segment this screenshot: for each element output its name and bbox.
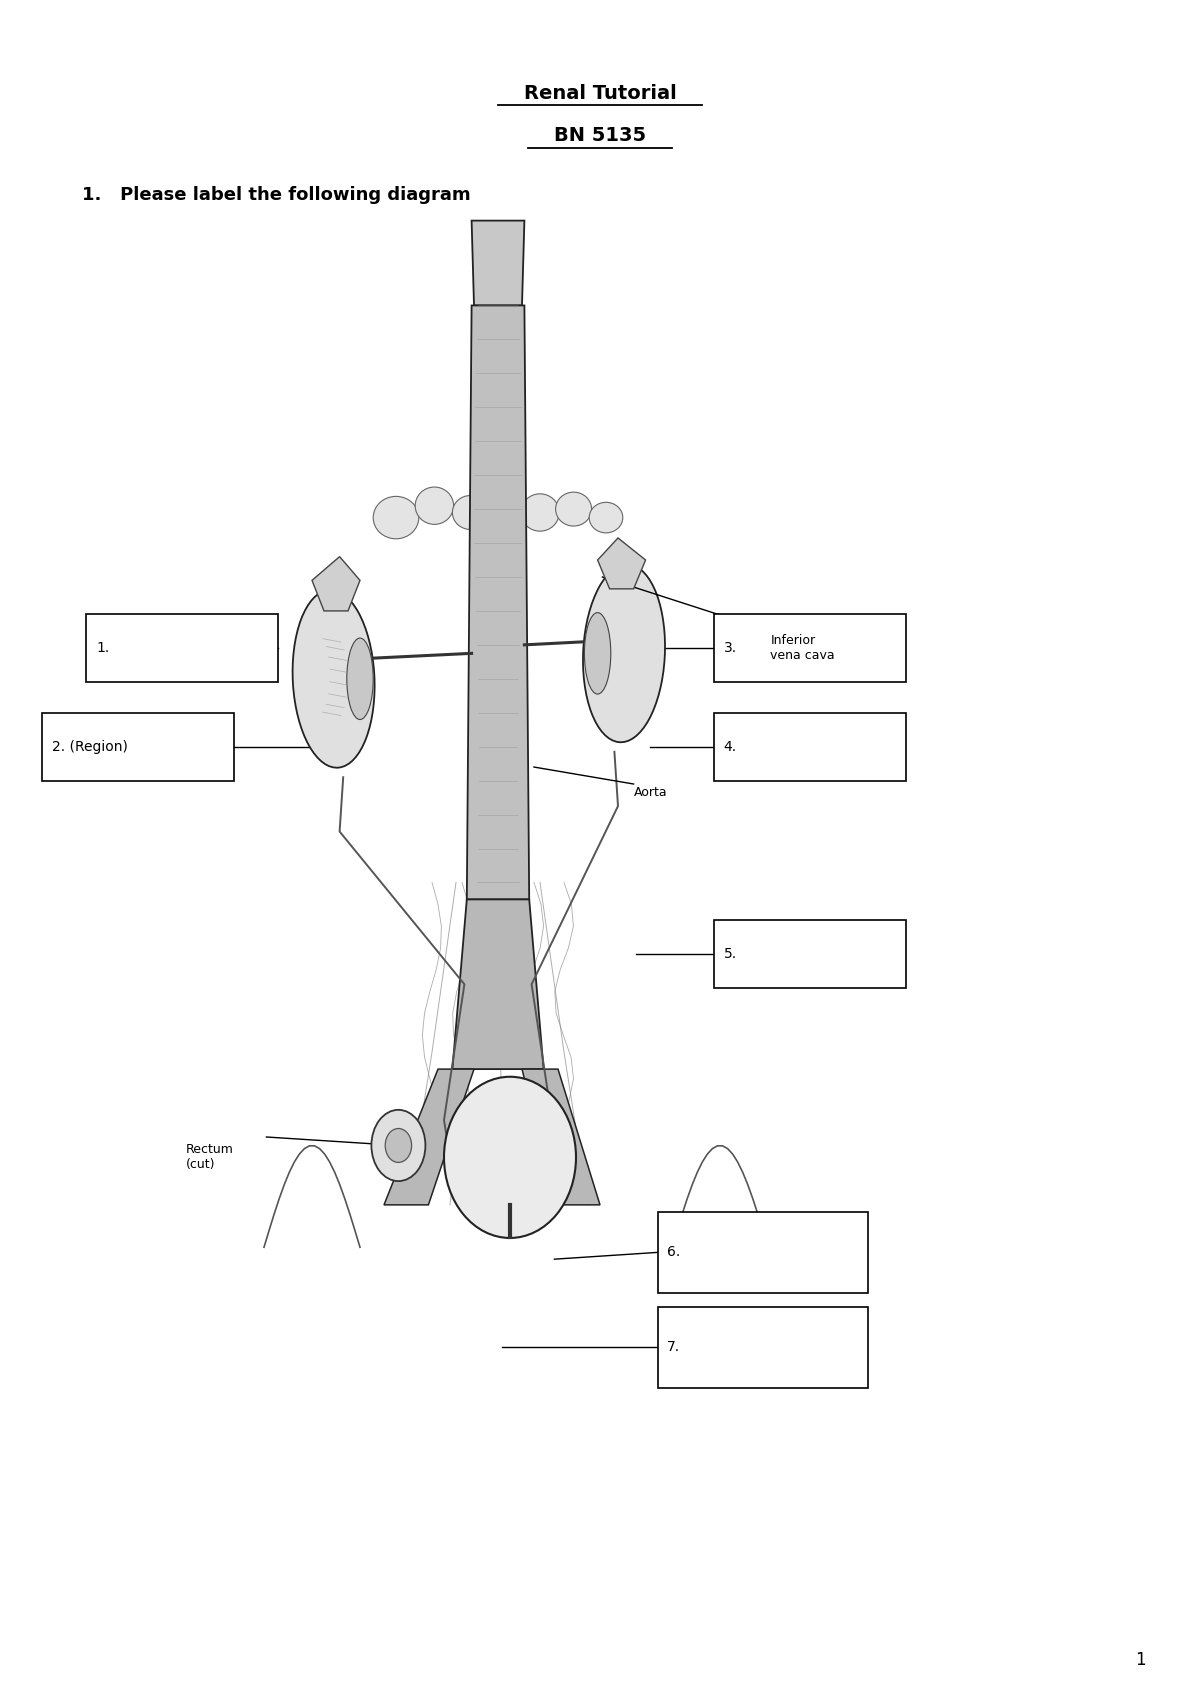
- Ellipse shape: [556, 492, 592, 526]
- FancyBboxPatch shape: [42, 713, 234, 781]
- Ellipse shape: [444, 1078, 576, 1239]
- Ellipse shape: [385, 1129, 412, 1162]
- FancyBboxPatch shape: [714, 614, 906, 682]
- Text: Rectum
(cut): Rectum (cut): [186, 1144, 234, 1171]
- Ellipse shape: [452, 496, 488, 529]
- Text: 6.: 6.: [667, 1246, 680, 1259]
- Text: 1.: 1.: [96, 641, 109, 655]
- Text: 1: 1: [1135, 1651, 1146, 1668]
- Polygon shape: [452, 899, 544, 1069]
- FancyBboxPatch shape: [714, 920, 906, 988]
- Polygon shape: [384, 1069, 474, 1205]
- Ellipse shape: [583, 565, 665, 742]
- Text: BN 5135: BN 5135: [554, 126, 646, 146]
- Ellipse shape: [415, 487, 454, 524]
- Ellipse shape: [521, 494, 559, 531]
- Ellipse shape: [589, 502, 623, 533]
- Polygon shape: [467, 305, 529, 899]
- Ellipse shape: [347, 638, 373, 720]
- Text: 1.   Please label the following diagram: 1. Please label the following diagram: [82, 187, 470, 204]
- Text: 7.: 7.: [667, 1341, 680, 1354]
- Ellipse shape: [293, 591, 374, 767]
- FancyBboxPatch shape: [86, 614, 278, 682]
- Text: 4.: 4.: [724, 740, 737, 753]
- Ellipse shape: [373, 496, 419, 540]
- Text: Inferior
vena cava: Inferior vena cava: [770, 635, 835, 662]
- Text: Renal Tutorial: Renal Tutorial: [523, 83, 677, 104]
- FancyBboxPatch shape: [658, 1307, 868, 1388]
- Text: 3.: 3.: [724, 641, 737, 655]
- Ellipse shape: [584, 613, 611, 694]
- Text: Aorta: Aorta: [634, 786, 667, 799]
- Ellipse shape: [372, 1110, 426, 1181]
- Polygon shape: [522, 1069, 600, 1205]
- FancyBboxPatch shape: [658, 1212, 868, 1293]
- Ellipse shape: [482, 487, 526, 524]
- Polygon shape: [312, 557, 360, 611]
- FancyBboxPatch shape: [714, 713, 906, 781]
- Text: 2. (Region): 2. (Region): [52, 740, 127, 753]
- Polygon shape: [598, 538, 646, 589]
- Text: 5.: 5.: [724, 947, 737, 961]
- Polygon shape: [472, 221, 524, 305]
